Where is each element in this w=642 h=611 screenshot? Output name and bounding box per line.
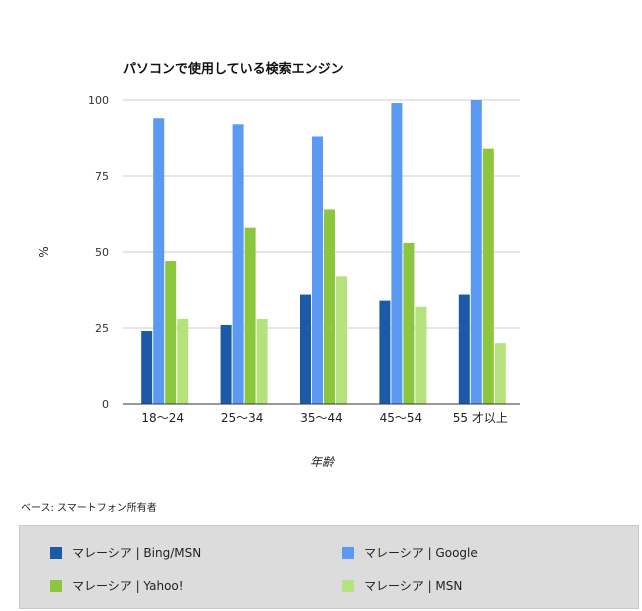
bar — [379, 300, 391, 404]
bar — [403, 242, 415, 404]
legend-label: マレーシア | Yahoo! — [72, 579, 184, 593]
legend-swatch — [50, 546, 62, 559]
x-axis-label: 年齢 — [310, 455, 336, 469]
bar-chart: パソコンで使用している検索エンジン 0 25 50 75 100% 18〜24 25〜34 35… — [37, 61, 520, 469]
bar — [232, 124, 244, 404]
bar — [470, 100, 482, 404]
bar — [458, 294, 470, 404]
base-note: ベース: スマートフォン所有者 — [21, 503, 157, 514]
x-tick-label: 35〜44 — [300, 411, 343, 425]
bar — [391, 103, 403, 404]
chart-area: パソコンで使用している検索エンジン 0 25 50 75 100% 18〜24 25〜34 35… — [37, 61, 520, 469]
bar — [153, 118, 165, 405]
y-tick-label: 0 — [102, 398, 109, 411]
legend-item-bing-msn: マレーシア | Bing/MSN — [50, 544, 201, 561]
bar — [336, 276, 347, 404]
legend-label: マレーシア | Google — [364, 546, 478, 560]
y-tick-label: 75 — [95, 170, 109, 183]
bar — [177, 318, 189, 404]
bar — [141, 331, 153, 404]
y-tick-label: 50 — [95, 246, 109, 259]
y-axis-label: % — [37, 246, 51, 257]
legend-label: マレーシア | MSN — [364, 579, 463, 593]
y-tick-label: 100 — [88, 94, 109, 107]
bar — [300, 294, 311, 404]
chart-title: パソコンで使用している検索エンジン — [123, 61, 344, 77]
legend-label: マレーシア | Bing/MSN — [72, 546, 202, 560]
x-tick-label: 55 才以上 — [453, 411, 508, 425]
bar — [244, 227, 256, 404]
bar — [220, 324, 232, 404]
bar — [165, 261, 177, 404]
legend-swatch — [50, 579, 62, 592]
legend-swatch — [342, 579, 354, 592]
legend: マレーシア | Bing/MSN マレーシア | Google マレーシア | … — [19, 525, 639, 609]
bar — [256, 318, 268, 404]
legend-swatch — [342, 546, 354, 559]
bar — [312, 136, 323, 405]
x-tick-label: 25〜34 — [221, 411, 264, 425]
x-tick-label: 18〜24 — [141, 411, 184, 425]
legend-item-msn: マレーシア | MSN — [342, 577, 462, 594]
y-tick-label: 25 — [95, 322, 109, 335]
legend-item-google: マレーシア | Google — [342, 544, 478, 561]
bar — [415, 306, 427, 404]
bar — [324, 209, 335, 404]
legend-item-yahoo: マレーシア | Yahoo! — [50, 577, 184, 594]
x-tick-label: 45〜54 — [380, 411, 423, 425]
bar — [482, 148, 494, 404]
bar — [494, 343, 506, 404]
